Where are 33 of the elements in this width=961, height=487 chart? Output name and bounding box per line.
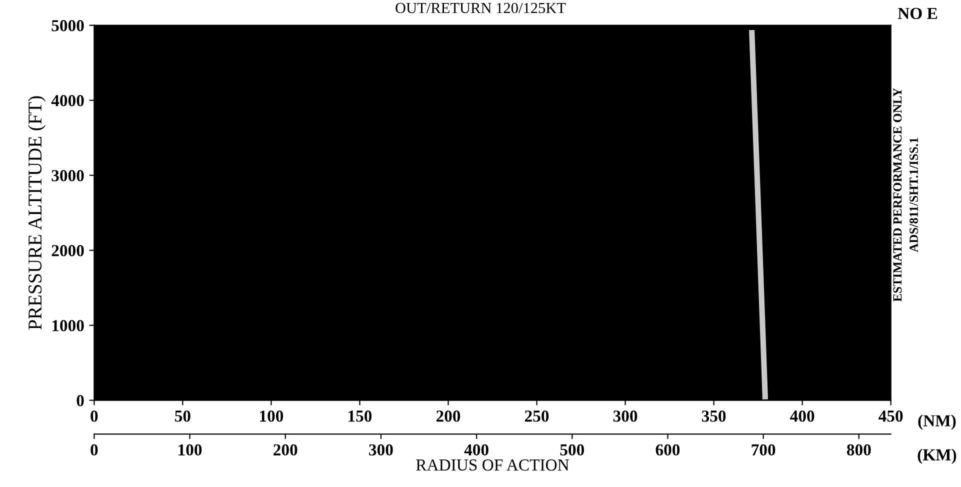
x-axis-title: RADIUS OF ACTION	[416, 459, 569, 471]
x-tick-label: 450	[878, 410, 903, 422]
y-tick-label: 1000	[52, 320, 84, 332]
text: (NM)	[918, 414, 956, 430]
y-tick-label: 2000	[52, 245, 84, 256]
x-tick-label: 350	[702, 410, 726, 422]
y-tick-label: 0	[76, 395, 84, 406]
x-tick-label: 250	[524, 410, 549, 422]
text: NO E	[898, 8, 938, 20]
x-tick-label: 300	[613, 410, 638, 422]
x2-tick-label: 0	[90, 444, 98, 456]
x2-tick-label: 200	[274, 444, 298, 456]
x-tick-label: 200	[436, 410, 460, 422]
x-tick-label: 50	[175, 410, 190, 422]
x-tick-label: 0	[90, 410, 98, 422]
x2-tick-label: 600	[656, 444, 680, 456]
x2-tick-label: 100	[178, 444, 202, 456]
x-tick-label: 100	[260, 410, 284, 422]
text: ADS/811/SHT.1/ISS.1	[910, 138, 918, 252]
text: (KM)	[918, 448, 956, 464]
x-tick-label: 150	[348, 410, 372, 422]
x2-tick-label: 800	[846, 444, 871, 456]
y-tick-label: 4000	[51, 95, 84, 106]
text: ESTIMATED PERFORMANCE ONLY	[893, 88, 902, 302]
x2-tick-label: 400	[464, 444, 488, 456]
y-axis-title: PRESSURE ALTITUDE (FT)	[28, 96, 46, 330]
y-tick-label: 5000	[52, 20, 84, 32]
x2-tick-label: 500	[560, 444, 584, 456]
y-tick-label: 3000	[52, 170, 84, 182]
x2-tick-label: 700	[752, 444, 776, 456]
x-tick-label: 400	[790, 410, 814, 422]
x2-tick-label: 300	[369, 444, 393, 456]
chart-title: OUT/RETURN 120/125KT	[396, 2, 566, 14]
